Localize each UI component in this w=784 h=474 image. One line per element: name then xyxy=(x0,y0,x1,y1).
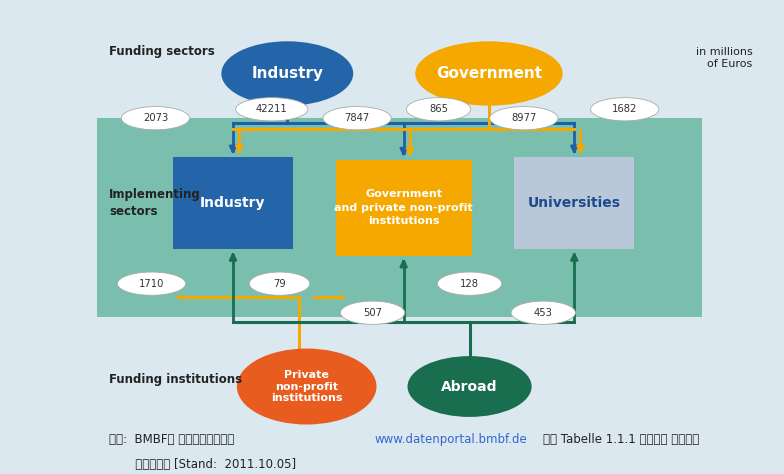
Ellipse shape xyxy=(437,272,502,295)
Text: in millions
of Euros: in millions of Euros xyxy=(696,46,753,69)
Text: Industry: Industry xyxy=(252,66,323,81)
Text: Universities: Universities xyxy=(528,196,621,210)
FancyBboxPatch shape xyxy=(336,160,471,255)
Text: 1682: 1682 xyxy=(612,104,637,114)
Text: Funding institutions: Funding institutions xyxy=(109,374,242,386)
Text: www.datenportal.bmbf.de: www.datenportal.bmbf.de xyxy=(374,433,527,447)
Ellipse shape xyxy=(408,356,532,417)
Text: Government: Government xyxy=(436,66,542,81)
Text: 128: 128 xyxy=(460,279,479,289)
Text: Industry: Industry xyxy=(200,196,266,210)
Ellipse shape xyxy=(416,41,563,106)
Ellipse shape xyxy=(249,272,310,295)
Ellipse shape xyxy=(118,272,186,295)
Text: Implementing
sectors: Implementing sectors xyxy=(109,188,201,218)
Text: 자료:  BMBF의 자료포털사이트인: 자료: BMBF의 자료포털사이트인 xyxy=(109,433,238,447)
Text: 507: 507 xyxy=(363,308,382,318)
Ellipse shape xyxy=(511,301,575,324)
Text: 79: 79 xyxy=(273,279,286,289)
Ellipse shape xyxy=(221,41,354,106)
Text: 작성하였음 [Stand:  2011.10.05]: 작성하였음 [Stand: 2011.10.05] xyxy=(109,458,296,471)
Text: 453: 453 xyxy=(534,308,553,318)
Ellipse shape xyxy=(406,98,470,121)
FancyBboxPatch shape xyxy=(173,157,293,249)
Text: Government
and private non-profit
institutions: Government and private non-profit instit… xyxy=(334,190,473,226)
Ellipse shape xyxy=(340,301,405,324)
FancyBboxPatch shape xyxy=(514,157,634,249)
Ellipse shape xyxy=(237,348,376,425)
Ellipse shape xyxy=(323,107,391,130)
Text: 7847: 7847 xyxy=(344,113,370,123)
Ellipse shape xyxy=(122,107,190,130)
Text: Abroad: Abroad xyxy=(441,380,498,393)
Text: Private
non-profit
institutions: Private non-profit institutions xyxy=(271,370,343,403)
Text: 8977: 8977 xyxy=(511,113,536,123)
Ellipse shape xyxy=(236,98,308,121)
Text: 1710: 1710 xyxy=(139,279,164,289)
Text: 42211: 42211 xyxy=(256,104,288,114)
Ellipse shape xyxy=(490,107,558,130)
Text: 2073: 2073 xyxy=(143,113,168,123)
FancyBboxPatch shape xyxy=(97,118,702,317)
Text: 에서 Tabelle 1.1.1 데이터를 바탕으로: 에서 Tabelle 1.1.1 데이터를 바탕으로 xyxy=(543,433,699,447)
Text: Funding sectors: Funding sectors xyxy=(109,45,215,58)
Text: 865: 865 xyxy=(429,104,448,114)
Ellipse shape xyxy=(590,98,659,121)
